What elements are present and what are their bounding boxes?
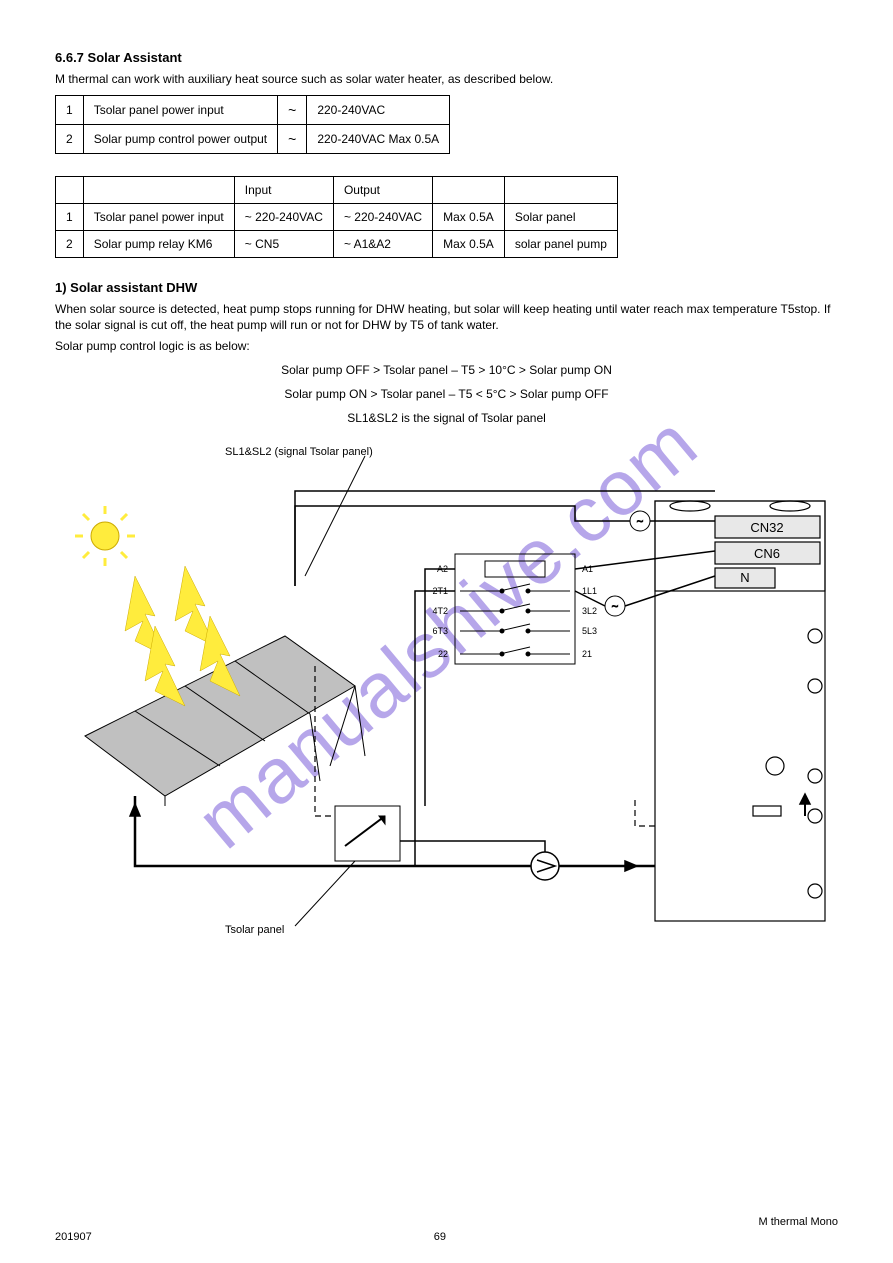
cell-num: 2: [56, 125, 84, 154]
svg-text:~: ~: [637, 516, 643, 528]
cell: ~ 220-240VAC: [234, 204, 333, 231]
svg-text:22: 22: [438, 649, 448, 659]
cell-label: Tsolar panel power input: [83, 96, 277, 125]
cell: 2: [56, 231, 84, 258]
cell: Solar panel: [504, 204, 617, 231]
table-row: 1 Tsolar panel power input ~ 220-240VAC: [56, 96, 450, 125]
cell-icon: ~: [278, 125, 307, 154]
footer-left: 201907: [55, 1231, 92, 1243]
page-content: 6.6.7 Solar Assistant M thermal can work…: [55, 50, 838, 966]
svg-text:1L1: 1L1: [582, 586, 597, 596]
cell-header: Input: [234, 177, 333, 204]
sun-icon: [75, 506, 135, 566]
svg-text:3L2: 3L2: [582, 606, 597, 616]
cell-header: Output: [333, 177, 432, 204]
term-cn32: CN32: [750, 520, 783, 535]
cell: 1: [56, 204, 84, 231]
table-row: 1 Tsolar panel power input ~ 220-240VAC …: [56, 204, 618, 231]
cell: [56, 177, 84, 204]
cell: [433, 177, 505, 204]
body-paragraph: When solar source is detected, heat pump…: [55, 301, 838, 333]
diagram-svg: CN32 CN6 N A2 2T1 4T2 6T3 22: [55, 446, 838, 966]
cell: Solar pump relay KM6: [83, 231, 234, 258]
equation-line: Solar pump ON > Tsolar panel – T5 < 5°C …: [55, 386, 838, 402]
heat-pump-unit-icon: [655, 501, 825, 921]
subsection-heading: 1) Solar assistant DHW: [55, 280, 838, 295]
cell-num: 1: [56, 96, 84, 125]
solar-io-table-2: Input Output 1 Tsolar panel power input …: [55, 176, 618, 258]
cell-label: Solar pump control power output: [83, 125, 277, 154]
cell-volts: 220-240VAC: [307, 96, 450, 125]
tsolar-label: Tsolar panel: [225, 924, 284, 936]
term-cn6: CN6: [754, 546, 780, 561]
cell: [83, 177, 234, 204]
section-heading: 6.6.7 Solar Assistant: [55, 50, 838, 65]
table-row: 2 Solar pump control power output ~ 220-…: [56, 125, 450, 154]
cell: Tsolar panel power input: [83, 204, 234, 231]
svg-text:21: 21: [582, 649, 592, 659]
equation-line: SL1&SL2 is the signal of Tsolar panel: [55, 410, 838, 426]
relay-box-icon: [455, 554, 575, 664]
cell: Max 0.5A: [433, 231, 505, 258]
footer-page-number: 69: [434, 1231, 446, 1243]
body-paragraph: Solar pump control logic is as below:: [55, 338, 838, 354]
table-row: 2 Solar pump relay KM6 ~ CN5 ~ A1&A2 Max…: [56, 231, 618, 258]
svg-text:~: ~: [612, 601, 618, 613]
cell: [504, 177, 617, 204]
page-footer: M thermal Mono 201907 69: [0, 1216, 893, 1243]
svg-text:6T3: 6T3: [432, 626, 448, 636]
cell-volts: 220-240VAC Max 0.5A: [307, 125, 450, 154]
wiring-diagram: SL1&SL2 (signal Tsolar panel): [55, 446, 838, 966]
solar-io-table-1: 1 Tsolar panel power input ~ 220-240VAC …: [55, 95, 450, 154]
equation-line: Solar pump OFF > Tsolar panel – T5 > 10°…: [55, 362, 838, 378]
cell: Max 0.5A: [433, 204, 505, 231]
intro-paragraph: M thermal can work with auxiliary heat s…: [55, 71, 838, 87]
section-number: 6.6.7: [55, 50, 84, 65]
cell: ~ 220-240VAC: [333, 204, 432, 231]
cell: ~ A1&A2: [333, 231, 432, 258]
table-header-row: Input Output: [56, 177, 618, 204]
solar-panel-icon: [85, 636, 365, 806]
section-title: Solar Assistant: [88, 50, 182, 65]
cell: solar panel pump: [504, 231, 617, 258]
footer-title: M thermal Mono: [759, 1216, 838, 1228]
cell-icon: ~: [278, 96, 307, 125]
svg-text:5L3: 5L3: [582, 626, 597, 636]
svg-text:A1: A1: [582, 564, 593, 574]
sensor-box-icon: [335, 806, 400, 861]
term-n: N: [740, 570, 749, 585]
pump-icon: [531, 852, 559, 880]
svg-text:4T2: 4T2: [432, 606, 448, 616]
sun-arrows-icon: [125, 566, 240, 706]
cell: ~ CN5: [234, 231, 333, 258]
